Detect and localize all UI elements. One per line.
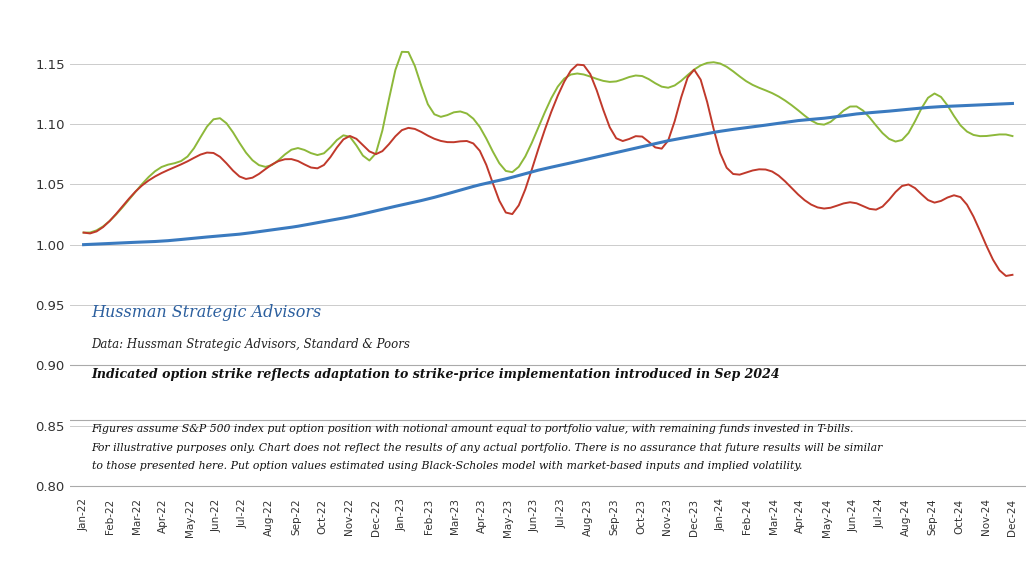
Text: Figures assume S&P 500 index put option position with notional amount equal to p: Figures assume S&P 500 index put option … xyxy=(92,425,854,434)
Text: Hussman Strategic Advisors: Hussman Strategic Advisors xyxy=(92,304,322,321)
Text: Indicated option strike reflects adaptation to strike-price implementation intro: Indicated option strike reflects adaptat… xyxy=(92,368,781,381)
Text: Data: Hussman Strategic Advisors, Standard & Poors: Data: Hussman Strategic Advisors, Standa… xyxy=(92,338,410,351)
Text: to those presented here. Put option values estimated using Black-Scholes model w: to those presented here. Put option valu… xyxy=(92,461,802,470)
Text: For illustrative purposes only. Chart does not reflect the results of any actual: For illustrative purposes only. Chart do… xyxy=(92,442,883,453)
